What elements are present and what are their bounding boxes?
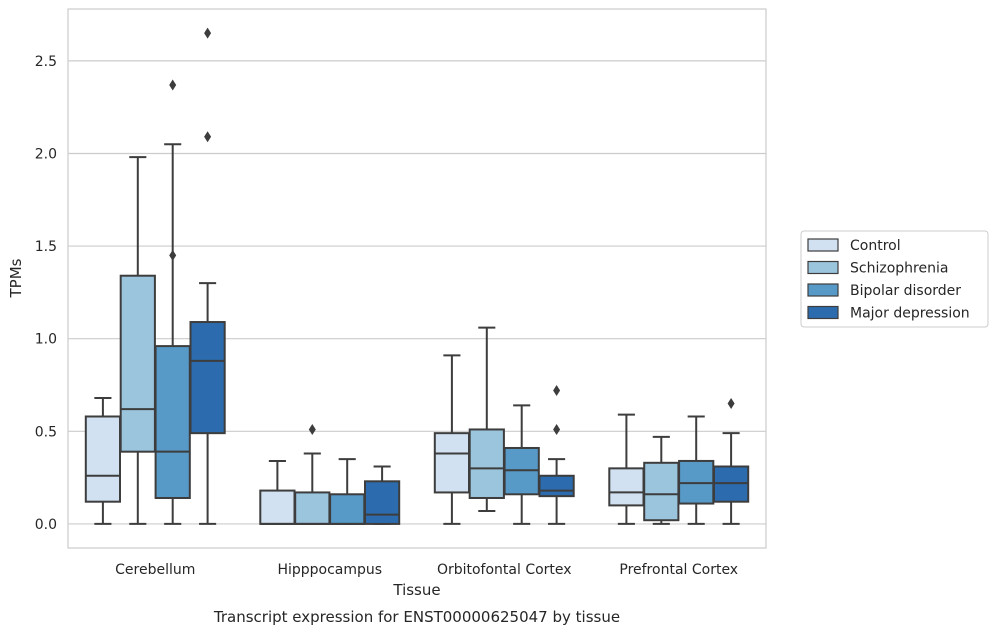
x-tick-label: Prefrontal Cortex [619,562,738,578]
outlier-marker [204,27,212,39]
box-bipolar-disorder [329,458,366,525]
legend-entry-label: Major depression [850,306,970,322]
x-tick-labels: Cerebellum Hipppocampus Orbitofontal Corte… [115,562,738,578]
outlier-marker [169,79,177,91]
iqr-box [363,480,401,525]
legend-entry-label: Schizophrenia [850,261,948,277]
iqr-box [468,428,505,499]
iqr-box [259,489,296,525]
box-bipolar-disorder [678,415,715,525]
y-tick-labels: 0.0 0.5 1.0 1.5 2.0 2.5 [35,54,57,533]
box-major-depression [363,465,401,525]
legend-swatch [807,238,839,252]
x-tick-label: Cerebellum [115,562,195,578]
y-tick-label: 2.5 [35,54,57,70]
x-tick-label: Orbitofontal Cortex [437,562,572,578]
outlier-marker [308,423,316,435]
y-axis-label: TPMs [7,258,25,298]
y-tick-label: 1.5 [35,239,57,255]
legend-swatch [807,305,839,320]
box-schizophrenia [643,435,680,525]
y-tick-label: 0.5 [35,424,57,440]
iqr-box [119,274,156,453]
iqr-box [189,321,226,435]
iqr-box [84,415,122,503]
box-control [608,413,645,525]
legend-swatch [807,260,839,275]
iqr-box [643,461,680,522]
boxes [84,27,750,525]
y-tick-label: 0.0 [35,517,57,533]
iqr-box [329,493,366,525]
x-axis-label: Tissue [392,581,440,599]
outlier-marker [553,385,561,397]
outlier-marker [553,423,561,435]
iqr-box [294,491,331,525]
box-bipolar-disorder [154,79,191,525]
outlier-marker [727,398,735,410]
x-tick-label: Hipppocampus [277,562,382,578]
box-schizophrenia [119,156,156,525]
legend-swatch [807,283,839,297]
outlier-marker [204,131,212,143]
iqr-box [154,345,191,499]
box-major-depression [189,27,226,525]
box-control [84,396,122,525]
box-bipolar-disorder [503,404,540,525]
box-major-depression [538,385,575,525]
box-schizophrenia [294,423,331,525]
legend-entry-label: Control [850,238,901,254]
chart-caption: Transcript expression for ENST0000062504… [213,608,620,626]
box-major-depression [712,398,750,525]
legend: Control Schizophrenia Bipolar disorder Majo… [800,230,989,328]
box-schizophrenia [468,326,505,512]
legend-entry-label: Bipolar disorder [850,283,961,299]
box-control [259,459,296,525]
box-control [433,354,471,525]
legend-frame [800,230,989,328]
plot-area-frame [67,8,767,549]
y-tick-label: 2.0 [35,146,57,162]
iqr-box [538,474,575,498]
iqr-box [433,432,471,494]
iqr-box [608,467,645,507]
y-tick-label: 1.0 [35,332,57,348]
outlier-marker [169,249,177,261]
